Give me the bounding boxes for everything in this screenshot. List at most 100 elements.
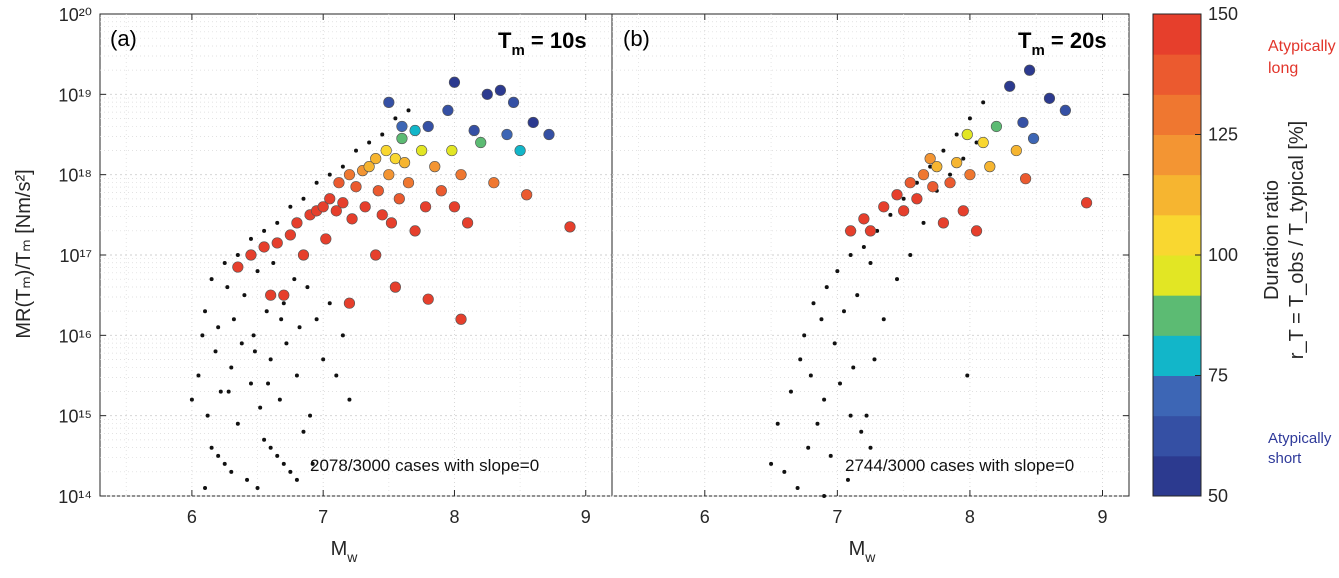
colored-point	[446, 144, 458, 157]
x-tick-label: 8	[449, 507, 459, 527]
small-dot	[264, 309, 269, 314]
colored-point	[409, 225, 421, 237]
colored-point	[265, 289, 277, 301]
small-dot	[806, 445, 811, 450]
small-dot	[864, 413, 869, 418]
small-dot	[895, 277, 900, 282]
colorbar-band	[1153, 14, 1201, 55]
colored-point	[291, 217, 303, 229]
small-dot	[380, 132, 385, 137]
small-dot	[314, 317, 319, 322]
small-dot	[242, 293, 247, 298]
small-dot	[340, 333, 345, 338]
panel-b-period-main: T	[1018, 28, 1032, 53]
panel-a-marks	[189, 76, 576, 490]
colored-point	[488, 177, 500, 189]
colorbar-bottom-note: Atypically short	[1268, 430, 1336, 467]
small-dot	[824, 285, 829, 290]
colored-point	[984, 161, 996, 173]
x-axis-label-a: Mw	[331, 538, 359, 565]
colored-point	[435, 185, 447, 197]
small-dot	[948, 172, 953, 177]
small-dot	[921, 220, 926, 225]
small-dot	[222, 261, 227, 266]
small-dot	[203, 309, 208, 314]
colorbar-bottom-note-line2: short	[1268, 450, 1302, 467]
panel-a-period-main: T	[498, 28, 512, 53]
small-dot	[262, 228, 267, 233]
small-dot	[828, 453, 833, 458]
small-dot	[798, 357, 803, 362]
colored-point	[951, 157, 963, 169]
small-dot	[229, 365, 234, 370]
colored-point	[481, 88, 493, 100]
small-dot	[872, 357, 877, 362]
small-dot	[229, 469, 234, 474]
small-dot	[868, 261, 873, 266]
colored-point	[278, 289, 290, 301]
colored-point	[964, 169, 976, 181]
small-dot	[301, 429, 306, 434]
small-dot	[226, 389, 231, 394]
colored-point	[383, 169, 395, 181]
small-dot	[205, 413, 210, 418]
colorbar-band	[1153, 214, 1201, 256]
small-dot	[848, 413, 853, 418]
y-tick-label: 10¹⁸	[58, 166, 92, 186]
colorbar: 50 75 100 125 150 Atypically long Atypically…	[1152, 4, 1336, 506]
y-tick-label: 10¹⁷	[59, 246, 92, 266]
small-dot	[277, 397, 282, 402]
colored-point	[245, 249, 257, 261]
panel-b-tag: (b)	[623, 26, 650, 51]
small-dot	[848, 253, 853, 257]
colored-point	[442, 104, 454, 116]
colorbar-bands	[1153, 14, 1201, 497]
colored-point	[363, 161, 375, 173]
colored-point	[461, 217, 474, 229]
small-dot	[310, 461, 315, 466]
small-dot	[347, 397, 352, 402]
small-dot	[811, 301, 816, 306]
colored-point	[1043, 92, 1056, 104]
x-tick-label: 9	[581, 507, 591, 527]
panel-b-period: Tm = 20s	[1018, 28, 1107, 59]
colored-point	[944, 177, 956, 189]
panel-a: (a) Tm = 10s 2078/3000 cases with slope=…	[99, 13, 613, 497]
small-dot	[868, 445, 873, 450]
colorbar-top-note-line2: long	[1268, 60, 1298, 77]
colored-point	[521, 189, 533, 201]
colored-point	[333, 177, 345, 189]
small-dot	[888, 212, 893, 217]
colored-point	[990, 120, 1003, 133]
small-dot	[875, 228, 880, 233]
colored-point	[396, 132, 408, 145]
small-dot	[981, 100, 986, 105]
colored-point	[455, 313, 467, 325]
colored-point	[1059, 104, 1071, 116]
panel-b: (b) Tm = 20s 2744/3000 cases with slope=…	[611, 13, 1130, 498]
colored-point	[1017, 116, 1029, 129]
small-dot	[845, 477, 850, 482]
small-dot	[367, 140, 372, 145]
colored-point	[1023, 64, 1036, 76]
small-dot	[203, 485, 208, 490]
small-dot	[268, 357, 273, 362]
x-axis-label-a-main: M	[331, 538, 348, 560]
small-dot	[393, 116, 398, 121]
colorbar-band	[1153, 335, 1201, 376]
colored-point	[337, 197, 349, 209]
colored-point	[878, 201, 890, 213]
small-dot	[218, 389, 223, 394]
colored-point	[393, 193, 405, 205]
colored-point	[383, 96, 395, 108]
colored-point	[1080, 197, 1093, 209]
small-dot	[941, 148, 946, 153]
small-dot	[239, 341, 244, 346]
small-dot	[815, 421, 820, 426]
small-dot	[222, 461, 227, 466]
colored-point	[324, 193, 336, 205]
small-dot	[251, 333, 256, 338]
small-dot	[294, 477, 299, 482]
small-dot	[225, 285, 230, 290]
small-dot	[822, 397, 827, 402]
